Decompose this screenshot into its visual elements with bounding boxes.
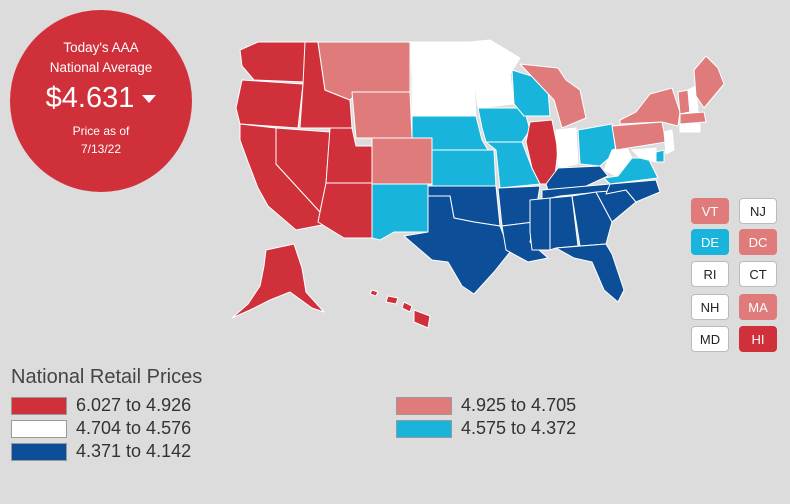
state-KS[interactable] <box>431 149 497 189</box>
badge-date: 7/13/22 <box>80 142 122 156</box>
state-RI[interactable] <box>693 123 701 133</box>
legend-label: 4.371 to 4.142 <box>76 441 192 461</box>
chip-md[interactable]: MD <box>691 326 729 352</box>
state-MS[interactable] <box>529 197 551 251</box>
state-ME[interactable] <box>693 55 725 109</box>
state-HI-3[interactable] <box>401 301 413 313</box>
legend-swatch <box>11 397 67 415</box>
state-CO[interactable] <box>371 137 433 185</box>
badge-title-line1: Today's AAA <box>63 40 139 55</box>
national-average-badge: Today's AAA National Average $4.631 Pric… <box>10 10 192 192</box>
legend-label: 4.925 to 4.705 <box>461 395 577 415</box>
state-IN[interactable] <box>555 127 579 169</box>
caret-down-icon[interactable] <box>142 95 157 104</box>
state-SD[interactable] <box>411 77 477 119</box>
chip-ma[interactable]: MA <box>739 294 777 320</box>
state-OR[interactable] <box>235 79 304 129</box>
state-MN[interactable] <box>469 39 521 109</box>
state-TX[interactable] <box>403 195 511 295</box>
legend-swatch <box>396 420 452 438</box>
state-FL[interactable] <box>555 243 625 303</box>
state-NY[interactable] <box>619 87 681 127</box>
state-NM[interactable] <box>371 183 429 241</box>
price-value: $4.631 <box>45 82 135 114</box>
state-GA[interactable] <box>571 191 613 247</box>
chip-ct[interactable]: CT <box>739 261 777 287</box>
state-CT[interactable] <box>679 123 695 133</box>
state-MD[interactable] <box>631 147 657 163</box>
state-WY[interactable] <box>351 91 413 139</box>
legend-swatch <box>11 443 67 461</box>
national-average-price[interactable]: $4.631 <box>10 82 192 115</box>
state-MT[interactable] <box>317 41 411 101</box>
badge-title-line2: National Average <box>49 60 153 75</box>
legend-swatch <box>396 397 452 415</box>
state-PA[interactable] <box>611 121 667 151</box>
state-DE[interactable] <box>655 149 665 163</box>
state-MI[interactable] <box>519 63 587 129</box>
chip-nj[interactable]: NJ <box>739 198 777 224</box>
state-ND[interactable] <box>409 41 475 79</box>
legend-swatch <box>11 420 67 438</box>
state-HI[interactable] <box>369 289 379 297</box>
state-WA[interactable] <box>239 41 306 83</box>
state-HI-2[interactable] <box>385 295 399 305</box>
legend-title: National Retail Prices <box>11 366 203 388</box>
chip-nh[interactable]: NH <box>691 294 729 320</box>
state-MA[interactable] <box>679 111 707 125</box>
state-NJ[interactable] <box>663 129 675 155</box>
state-AZ[interactable] <box>317 182 373 239</box>
state-NC[interactable] <box>605 179 661 203</box>
chip-de[interactable]: DE <box>691 229 729 255</box>
badge-price-as-of: Price as of <box>72 124 130 138</box>
chip-dc[interactable]: DC <box>739 229 777 255</box>
legend-label: 4.575 to 4.372 <box>461 418 577 438</box>
chip-hi[interactable]: HI <box>739 326 777 352</box>
chip-ri[interactable]: RI <box>691 261 729 287</box>
legend-label: 4.704 to 4.576 <box>76 418 192 438</box>
state-AK[interactable] <box>231 243 325 319</box>
chip-vt[interactable]: VT <box>691 198 729 224</box>
state-HI-4[interactable] <box>413 309 431 329</box>
legend-label: 6.027 to 4.926 <box>76 395 192 415</box>
